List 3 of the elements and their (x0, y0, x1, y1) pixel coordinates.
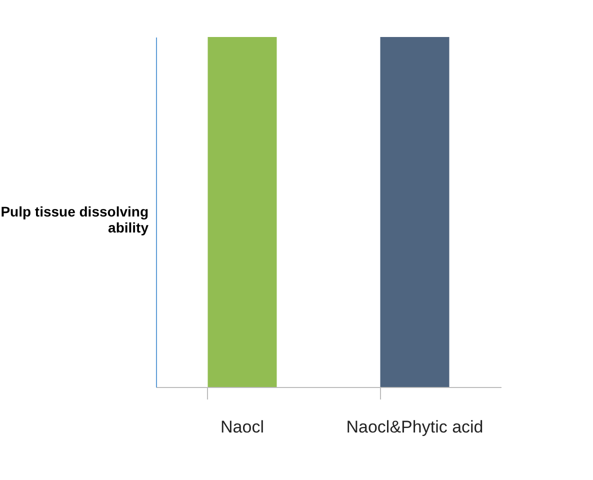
y-axis-title: Pulp tissue dissolving ability (0, 204, 149, 236)
x-tick-label: Naocl (220, 418, 264, 436)
x-tick-label: Naocl&Phytic acid (346, 418, 484, 436)
